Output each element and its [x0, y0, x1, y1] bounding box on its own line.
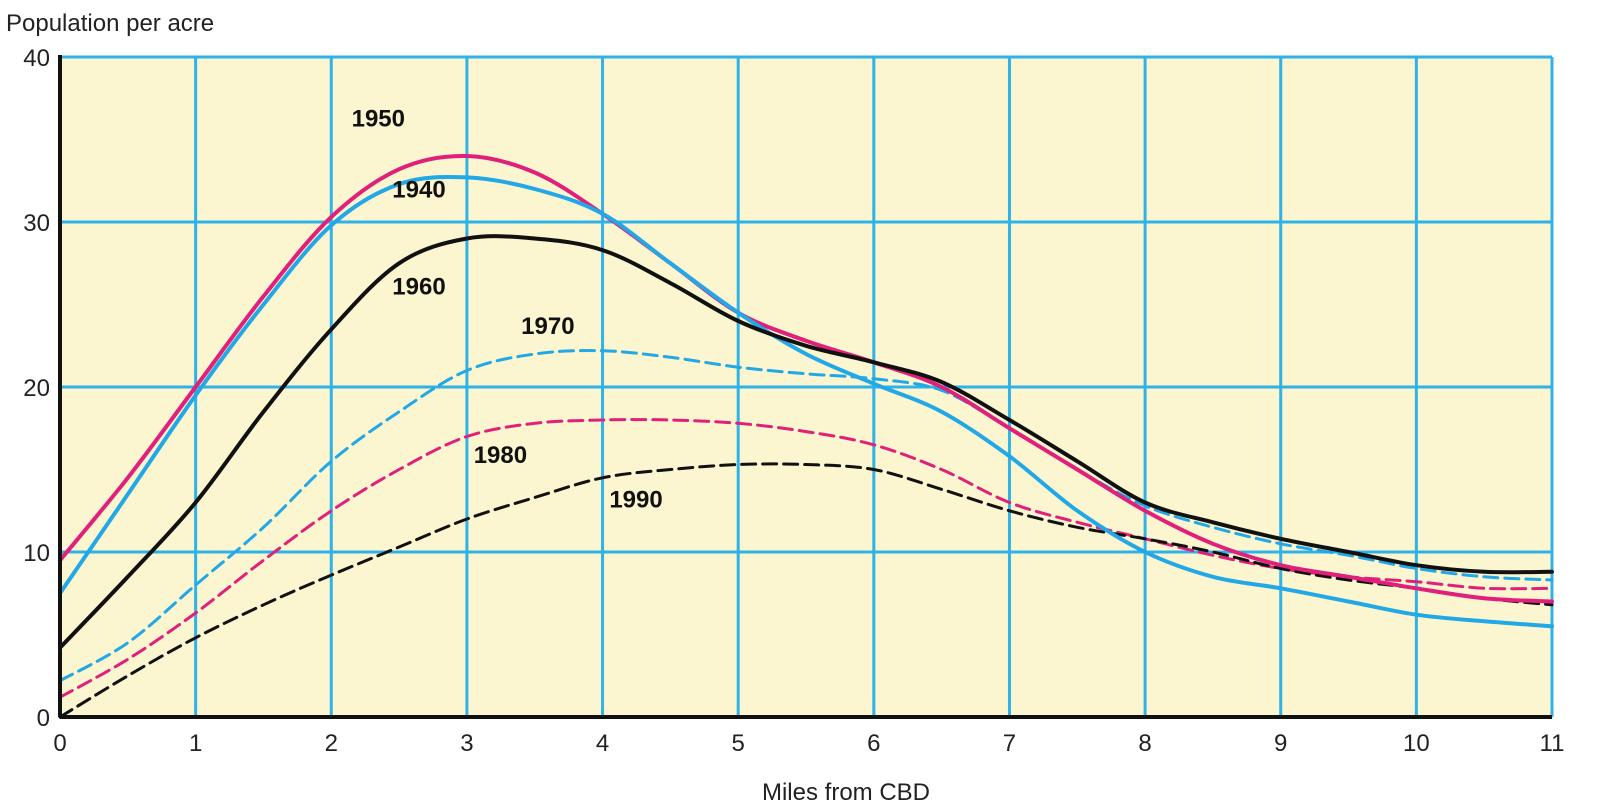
- series-layer: [58, 153, 1554, 719]
- series-labels: 1950 1940 1960 1970 1980 1990: [352, 105, 663, 513]
- y-tick-label-10: 10: [23, 540, 50, 567]
- series-line-1970: [58, 349, 1554, 683]
- y-tick-label-20: 20: [23, 375, 50, 402]
- series-label-1940: 1940: [392, 176, 445, 203]
- series-line-1990: [58, 462, 1554, 719]
- y-tick-label-0: 0: [37, 705, 50, 732]
- gridlines: [60, 55, 1554, 717]
- series-line-1950: [58, 153, 1554, 604]
- series-label-1990: 1990: [609, 486, 662, 513]
- x-tick-label-6: 6: [867, 730, 880, 757]
- x-tick-label-7: 7: [1003, 730, 1016, 757]
- series-line-1940: [58, 175, 1554, 629]
- x-axis-title: Miles from CBD: [762, 779, 930, 804]
- axes: [58, 55, 1552, 719]
- series-label-1970: 1970: [521, 313, 574, 340]
- x-tick-label-2: 2: [325, 730, 338, 757]
- y-tick-label-30: 30: [23, 210, 50, 237]
- y-axis-title: Population per acre: [6, 10, 215, 37]
- series-label-1980: 1980: [474, 442, 527, 469]
- x-tick-label-9: 9: [1274, 730, 1287, 757]
- x-tick-label-3: 3: [460, 730, 473, 757]
- x-tick-label-4: 4: [596, 730, 609, 757]
- tick-labels: 0 1 2 3 4 5 6 7 8 9 10 11 0 10 20 30 40: [23, 45, 1564, 757]
- x-tick-label-10: 10: [1403, 730, 1430, 757]
- x-tick-label-11: 11: [1540, 730, 1565, 757]
- series-line-1960: [58, 234, 1554, 650]
- x-tick-label-5: 5: [732, 730, 745, 757]
- x-tick-label-1: 1: [189, 730, 202, 757]
- series-label-1950: 1950: [352, 105, 405, 132]
- y-tick-label-40: 40: [23, 45, 50, 72]
- x-tick-label-0: 0: [53, 730, 66, 757]
- series-label-1960: 1960: [392, 274, 445, 301]
- x-tick-label-8: 8: [1138, 730, 1151, 757]
